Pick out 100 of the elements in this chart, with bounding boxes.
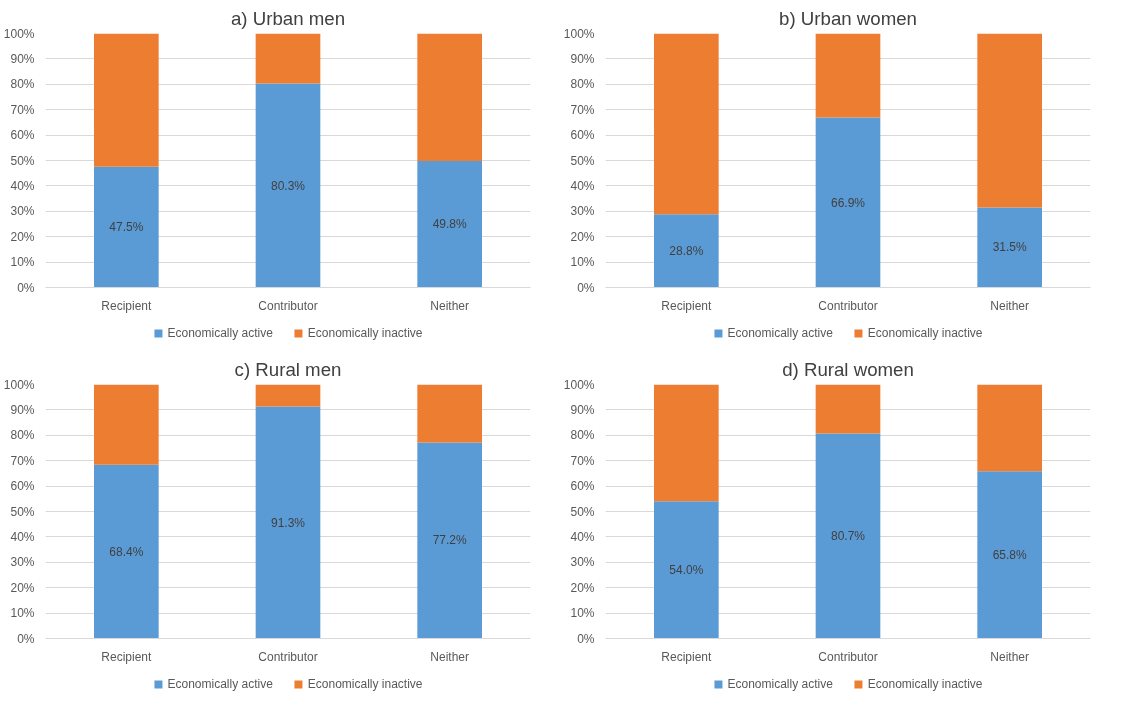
y-tick-label: 60% — [570, 479, 595, 494]
chart-title: c) Rural men — [234, 358, 342, 380]
y-tick-label: 90% — [10, 51, 35, 66]
y-tick-label: 10% — [10, 255, 35, 270]
x-tick-label: Contributor — [818, 649, 878, 664]
x-tick-label: Recipient — [661, 298, 713, 313]
data-label: 54.0% — [669, 562, 704, 577]
bar — [815, 433, 881, 639]
chart-title: d) Rural women — [782, 358, 914, 380]
y-tick-label: 50% — [570, 504, 595, 519]
y-tick-label: 20% — [570, 580, 595, 595]
y-tick-label: 100% — [563, 377, 595, 392]
y-tick-label: 100% — [3, 26, 35, 41]
y-tick-label: 30% — [570, 204, 595, 219]
y-tick-label: 70% — [570, 102, 595, 117]
y-tick-label: 40% — [10, 178, 35, 193]
legend-label: Economically inactive — [307, 326, 423, 340]
data-label: 80.3% — [270, 178, 306, 193]
x-tick-label: Neither — [430, 298, 470, 313]
y-tick-label: 40% — [570, 178, 595, 193]
bar — [417, 33, 482, 162]
y-tick-label: 0% — [17, 631, 35, 646]
y-tick-label: 70% — [570, 453, 595, 468]
y-tick-label: 50% — [10, 504, 35, 519]
bar — [815, 384, 881, 434]
x-tick-label: Recipient — [101, 649, 153, 664]
y-tick-label: 80% — [570, 77, 595, 92]
data-label: 68.4% — [109, 544, 144, 559]
bar — [255, 33, 321, 84]
bar — [417, 442, 482, 639]
y-tick-label: 10% — [570, 606, 595, 621]
bar — [255, 83, 321, 288]
y-tick-label: 70% — [10, 102, 35, 117]
data-label: 80.7% — [830, 529, 866, 544]
y-tick-label: 50% — [570, 153, 595, 168]
x-tick-label: Contributor — [258, 298, 318, 313]
y-tick-label: 60% — [570, 128, 595, 143]
bar — [94, 464, 159, 639]
legend-label: Economically active — [727, 677, 833, 691]
y-tick-label: 30% — [570, 555, 595, 570]
y-tick-label: 10% — [10, 606, 35, 621]
data-label: 91.3% — [270, 515, 306, 530]
y-tick-label: 100% — [563, 26, 595, 41]
x-tick-label: Neither — [990, 298, 1030, 313]
x-tick-label: Neither — [990, 649, 1030, 664]
legend-label: Economically active — [727, 326, 833, 340]
bar — [417, 161, 482, 288]
legend-label: Economically active — [167, 326, 273, 340]
data-label: 77.2% — [432, 533, 468, 548]
data-label: 65.8% — [992, 547, 1028, 562]
y-tick-label: 100% — [3, 377, 35, 392]
chart-title: b) Urban women — [779, 7, 917, 29]
x-tick-label: Contributor — [818, 298, 878, 313]
bar — [977, 33, 1042, 208]
bar — [255, 384, 321, 407]
bar — [654, 384, 719, 502]
y-tick-label: 0% — [577, 631, 595, 646]
y-tick-label: 20% — [570, 229, 595, 244]
x-tick-label: Contributor — [258, 649, 318, 664]
legend-label: Economically active — [167, 677, 273, 691]
bar — [417, 384, 482, 443]
y-tick-label: 40% — [10, 529, 35, 544]
bar — [255, 406, 321, 639]
y-tick-label: 80% — [10, 428, 35, 443]
y-tick-label: 0% — [577, 280, 595, 295]
y-tick-label: 20% — [10, 580, 35, 595]
y-tick-label: 30% — [10, 555, 35, 570]
data-label: 66.9% — [830, 195, 866, 210]
bar — [94, 166, 159, 288]
y-tick-label: 90% — [10, 402, 35, 417]
y-tick-label: 50% — [10, 153, 35, 168]
legend-label: Economically inactive — [307, 677, 423, 691]
y-tick-label: 10% — [570, 255, 595, 270]
x-tick-label: Recipient — [661, 649, 713, 664]
y-tick-label: 80% — [10, 77, 35, 92]
bar — [977, 471, 1042, 639]
y-tick-label: 90% — [570, 51, 595, 66]
bar — [654, 33, 719, 215]
x-tick-label: Neither — [430, 649, 470, 664]
legend-label: Economically inactive — [867, 326, 983, 340]
data-label: 31.5% — [992, 240, 1028, 255]
y-tick-label: 60% — [10, 479, 35, 494]
y-tick-label: 80% — [570, 428, 595, 443]
bar — [94, 33, 159, 167]
y-tick-label: 20% — [10, 229, 35, 244]
x-tick-label: Recipient — [101, 298, 153, 313]
bar — [654, 214, 719, 288]
data-label: 47.5% — [109, 220, 144, 235]
bar — [94, 384, 159, 465]
bar — [977, 207, 1042, 288]
legend-label: Economically inactive — [867, 677, 983, 691]
y-tick-label: 60% — [10, 128, 35, 143]
bar — [654, 501, 719, 639]
chart-title: a) Urban men — [230, 7, 346, 29]
data-label: 28.8% — [669, 243, 704, 258]
data-label: 49.8% — [432, 217, 468, 232]
bar — [815, 33, 881, 118]
bar — [977, 384, 1042, 472]
y-tick-label: 30% — [10, 204, 35, 219]
y-tick-label: 70% — [10, 453, 35, 468]
